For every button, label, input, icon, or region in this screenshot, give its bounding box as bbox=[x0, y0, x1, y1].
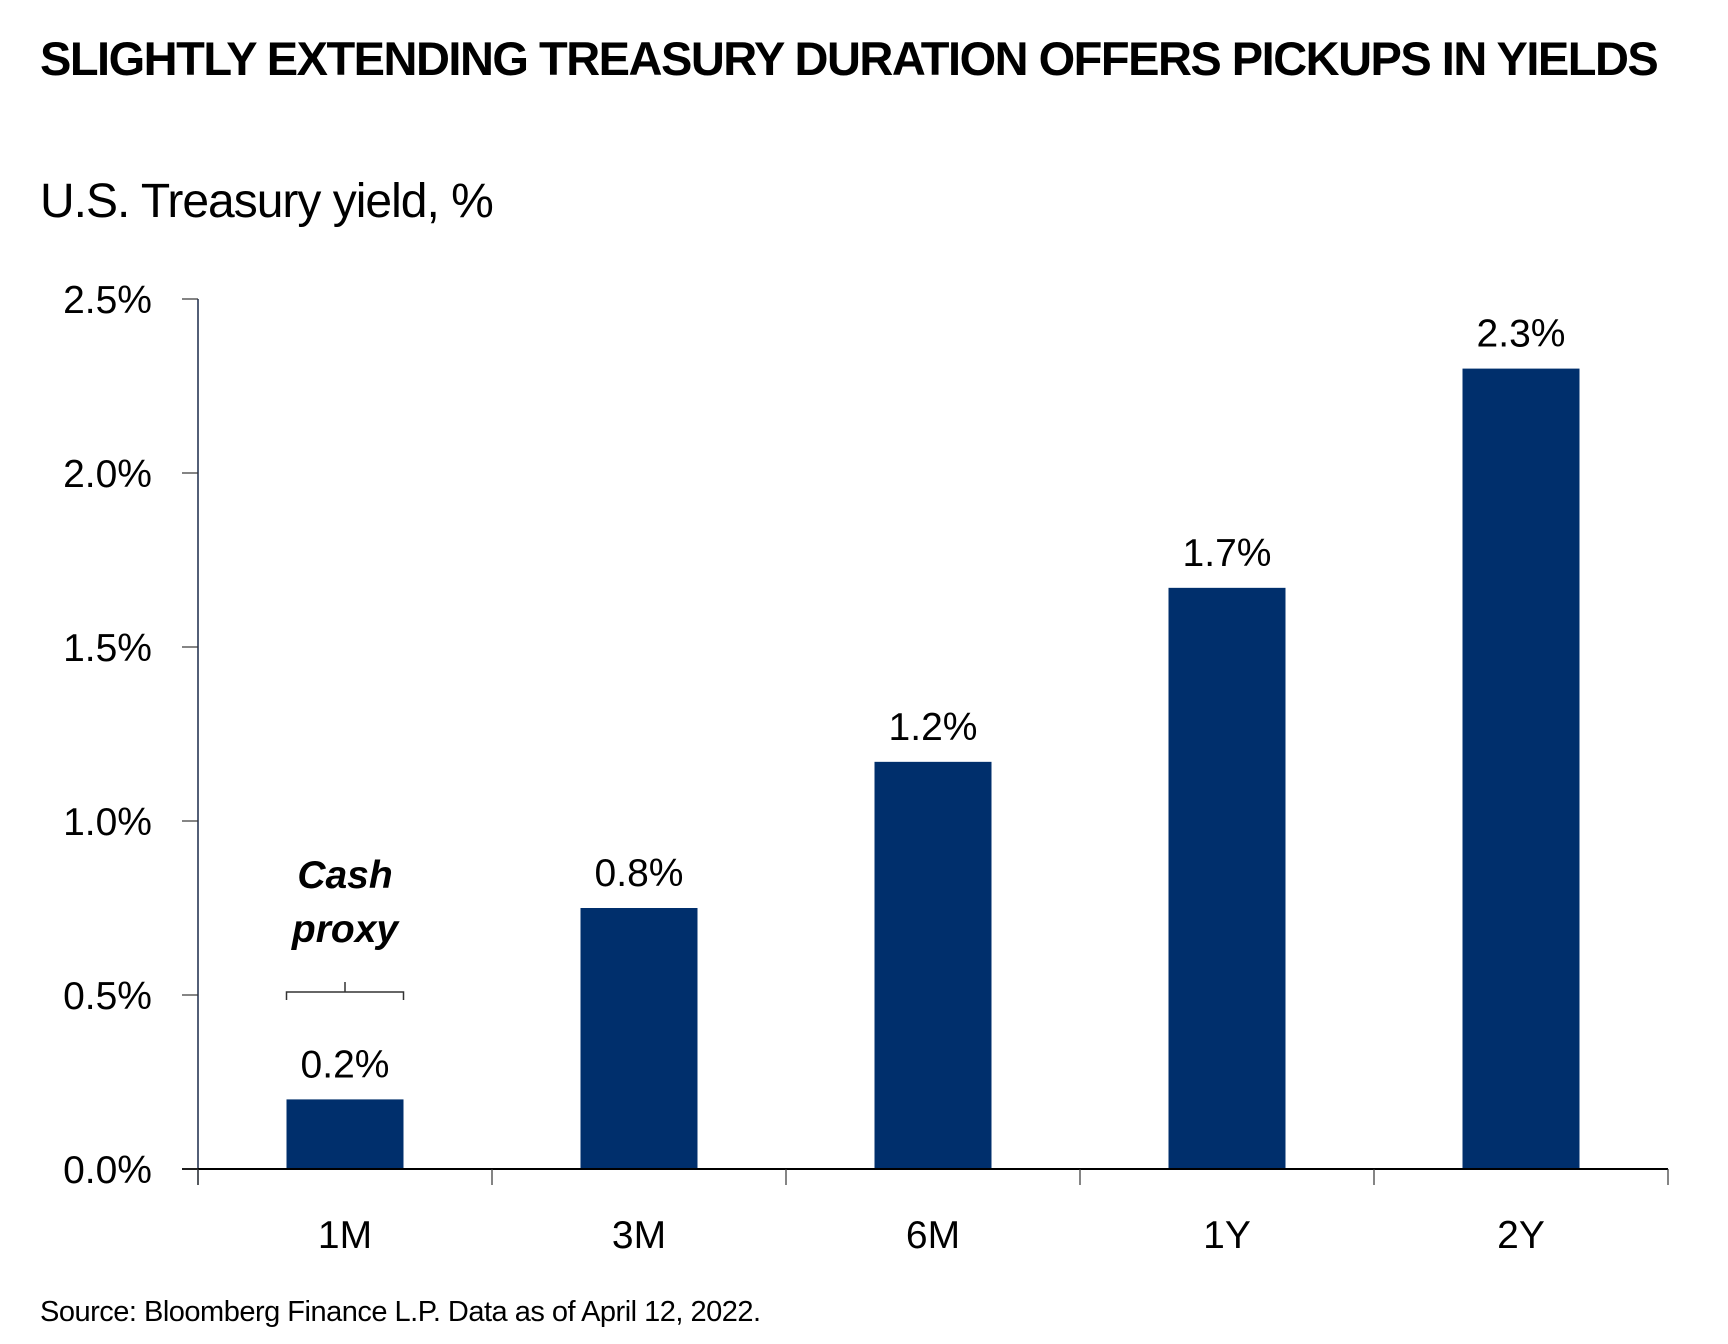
chart-title: SLIGHTLY EXTENDING TREASURY DURATION OFF… bbox=[40, 32, 1659, 85]
x-tick-label-1M: 1M bbox=[318, 1214, 372, 1257]
x-tick-label-3M: 3M bbox=[612, 1214, 666, 1257]
y-tick-label: 0.0% bbox=[63, 1149, 152, 1192]
bar-1M bbox=[286, 1099, 404, 1169]
y-tick-label: 2.0% bbox=[63, 453, 152, 496]
data-label-2Y: 2.3% bbox=[1477, 313, 1566, 356]
y-tick-label: 1.0% bbox=[63, 801, 152, 844]
source-note: Source: Bloomberg Finance L.P. Data as o… bbox=[40, 1296, 761, 1328]
x-tick-label-6M: 6M bbox=[906, 1214, 960, 1257]
data-label-3M: 0.8% bbox=[595, 852, 684, 895]
bar-1Y bbox=[1168, 587, 1286, 1169]
bar-3M bbox=[580, 908, 698, 1169]
y-tick-label: 2.5% bbox=[63, 279, 152, 322]
annotation-text: proxy bbox=[291, 908, 401, 951]
y-tick-label: 1.5% bbox=[63, 627, 152, 670]
bars-group: 0.2% 0.8% 1.2% 1.7% 2.3% bbox=[286, 313, 1580, 1170]
bar-6M bbox=[874, 761, 992, 1169]
cash-proxy-annotation: Cash proxy bbox=[285, 854, 405, 1000]
annotation-text: Cash bbox=[297, 854, 392, 897]
data-label-1M: 0.2% bbox=[301, 1043, 390, 1086]
chart-subtitle: U.S. Treasury yield, % bbox=[40, 175, 494, 228]
axes-group: 1M 3M 6M 1Y 2Y 0.0% 0.5% 1.0% 1.5% 2.0% 2.5% bbox=[63, 279, 1669, 1257]
y-tick-label: 0.5% bbox=[63, 975, 152, 1018]
annotation-bracket bbox=[285, 982, 405, 1000]
bar-2Y bbox=[1462, 368, 1580, 1170]
data-label-1Y: 1.7% bbox=[1183, 532, 1272, 575]
data-label-6M: 1.2% bbox=[889, 706, 978, 749]
x-tick-label-1Y: 1Y bbox=[1203, 1214, 1251, 1257]
x-tick-label-2Y: 2Y bbox=[1497, 1214, 1545, 1257]
